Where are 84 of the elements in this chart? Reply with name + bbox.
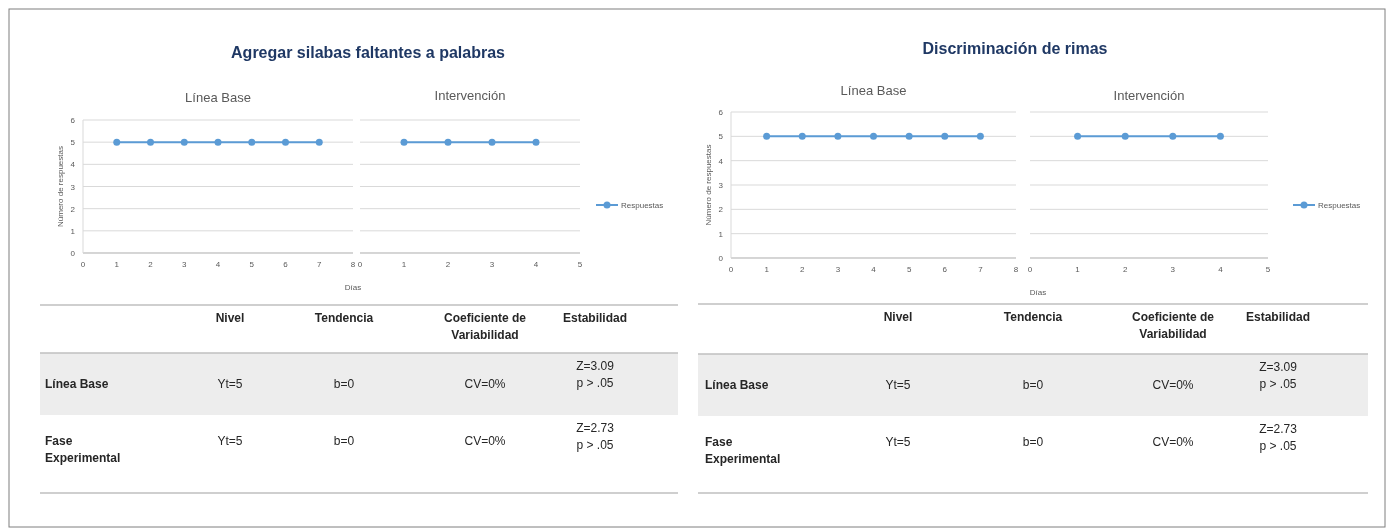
x-tick-label: 7 [978, 265, 984, 274]
text: Yt=5 [885, 435, 911, 449]
text: Fase Experimental [45, 434, 121, 465]
text: Yt=5 [885, 378, 911, 392]
y-axis-title: Número de respuestas [56, 146, 65, 227]
x-tick-label: 1 [114, 260, 120, 269]
text: CV=0% [464, 434, 506, 448]
text: b=0 [333, 434, 355, 448]
y-tick-label: 3 [718, 181, 724, 190]
x-tick-label: 1 [1075, 265, 1081, 274]
text: Z=3.09 p > .05 [1259, 360, 1298, 391]
text: Yt=5 [217, 434, 243, 448]
x-tick-label: 5 [577, 260, 583, 269]
text: Fase Experimental [705, 435, 781, 466]
x-axis-title: Días [344, 283, 362, 292]
x-tick-label: 0 [357, 260, 363, 269]
y-tick-label: 0 [70, 249, 76, 258]
y-tick-label: 3 [70, 182, 76, 192]
y-tick-label: 6 [70, 116, 76, 125]
y-axis-title: Número de respuestas [704, 144, 713, 226]
y-tick-label: 4 [70, 160, 76, 170]
text: Yt=5 [217, 377, 243, 391]
chart-title: Agregar silabas faltantes a palabras [231, 44, 506, 61]
x-tick-label: 2 [1122, 265, 1128, 274]
x-tick-label: 4 [871, 265, 877, 274]
text: Estabilidad [1245, 310, 1311, 324]
text: Línea Base [45, 377, 109, 391]
x-tick-label: 4 [215, 260, 221, 269]
x-tick-label: 5 [249, 260, 255, 269]
x-axis-title: Días [1029, 288, 1047, 297]
y-tick-label: 1 [70, 226, 76, 236]
x-tick-label: 8 [350, 260, 356, 269]
y-tick-label: 5 [70, 138, 76, 148]
text: b=0 [1022, 378, 1044, 392]
text: CV=0% [1152, 435, 1194, 449]
legend-label: Respuestas [621, 201, 664, 210]
y-tick-label: 6 [718, 108, 724, 117]
text: Nivel [883, 310, 913, 324]
x-tick-label: 0 [1027, 265, 1033, 274]
y-tick-label: 1 [718, 229, 724, 239]
text: Z=2.73 p > .05 [1259, 422, 1298, 453]
text: Coeficiente de Variabilidad [1131, 310, 1215, 341]
text: CV=0% [1152, 378, 1194, 392]
x-tick-label: 2 [800, 265, 806, 274]
chart-title: Discriminación de rimas [922, 40, 1108, 57]
x-tick-label: 1 [764, 265, 770, 274]
chart-subtitle: Intervención [434, 88, 506, 103]
x-tick-label: 3 [182, 260, 188, 269]
chart-subtitle: Intervención [1113, 88, 1185, 103]
chart-subtitle: Línea Base [840, 83, 907, 98]
y-tick-label: 4 [718, 156, 724, 166]
y-tick-label: 5 [718, 132, 724, 142]
text: b=0 [1022, 435, 1044, 449]
x-tick-label: 3 [835, 265, 841, 274]
x-tick-label: 6 [283, 260, 289, 269]
x-tick-label: 0 [728, 265, 734, 274]
text: b=0 [333, 377, 355, 391]
x-tick-label: 4 [1218, 265, 1224, 274]
x-tick-label: 4 [533, 260, 539, 269]
text: Z=2.73 p > .05 [576, 421, 615, 452]
x-tick-label: 7 [317, 260, 323, 269]
legend-label: Respuestas [1318, 201, 1361, 210]
x-tick-label: 8 [1013, 265, 1019, 274]
text: Z=3.09 p > .05 [576, 359, 615, 390]
x-tick-label: 1 [401, 260, 407, 269]
x-tick-label: 2 [148, 260, 154, 269]
x-tick-label: 6 [942, 265, 948, 274]
x-tick-label: 3 [489, 260, 495, 269]
x-tick-label: 5 [906, 265, 912, 274]
text: Tendencia [1003, 310, 1063, 324]
x-tick-label: 3 [1170, 265, 1176, 274]
x-tick-label: 5 [1265, 265, 1271, 274]
text: Línea Base [705, 378, 769, 392]
text: Tendencia [314, 311, 374, 325]
text: Estabilidad [562, 311, 628, 325]
text: Coeficiente de Variabilidad [443, 311, 527, 342]
y-tick-label: 2 [718, 205, 724, 215]
y-tick-label: 2 [70, 204, 76, 214]
x-tick-label: 2 [445, 260, 451, 269]
chart-subtitle: Línea Base [185, 90, 251, 105]
x-tick-label: 0 [80, 260, 86, 269]
text: CV=0% [464, 377, 506, 391]
text: Nivel [215, 311, 245, 325]
y-tick-label: 0 [718, 254, 724, 263]
